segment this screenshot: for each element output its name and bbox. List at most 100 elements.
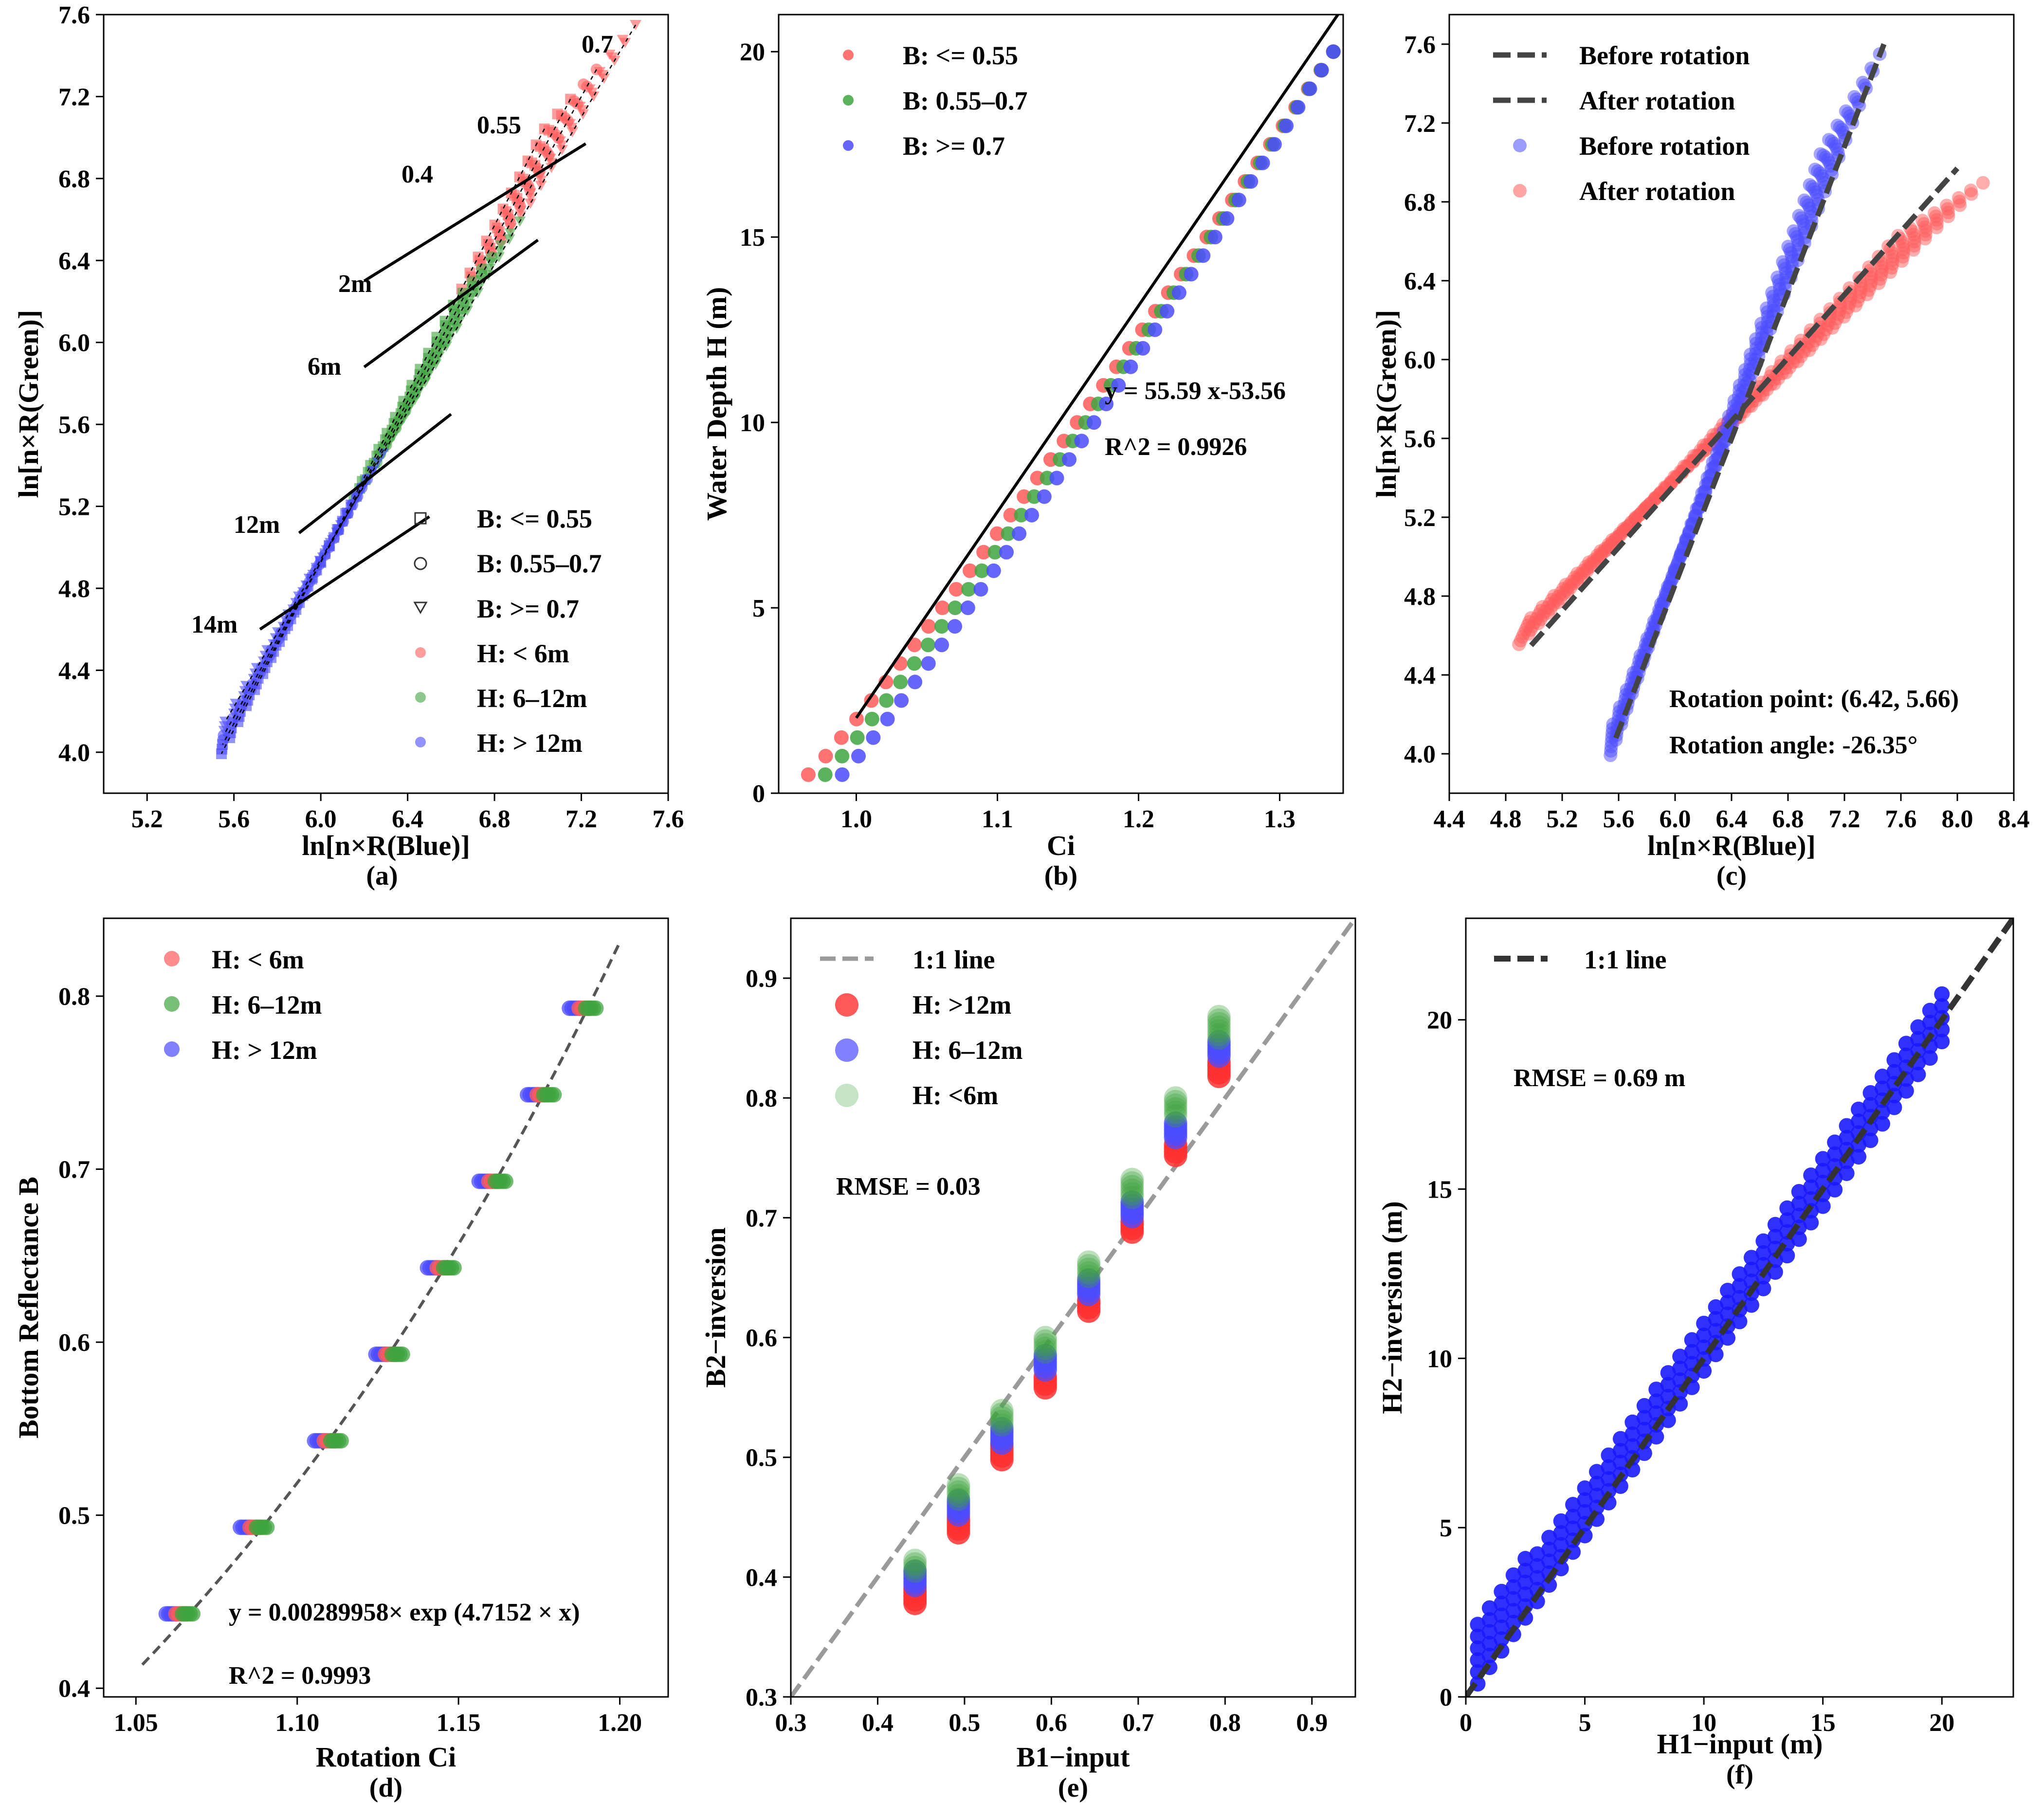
x-tick-label: 1.15 — [437, 1709, 481, 1737]
data-point — [239, 686, 251, 696]
data-point — [1470, 1652, 1486, 1668]
legend-label: After rotation — [1579, 86, 1735, 115]
data-point — [1624, 1438, 1641, 1454]
data-point-after — [1790, 354, 1805, 368]
data-point — [960, 601, 975, 616]
data-point — [1164, 1097, 1187, 1121]
data-point — [1529, 1558, 1545, 1574]
data-point — [1624, 1426, 1641, 1442]
panel-e-ticks: 0.3 0.4 0.5 0.6 0.7 0.8 0.9 0.3 0.4 0.5 0.6 0.7 0.8 0… — [746, 965, 1328, 1737]
y-tick-label: 7.2 — [1404, 110, 1436, 138]
panel-a: 5.2 5.6 6.0 6.4 6.8 7.2 7.6 4.0 4.4 4.8 5.2 5.6 6.0 6… — [13, 1, 684, 891]
panel-a-annotations: 0.7 0.55 0.4 2m 6m 12m 14m — [191, 31, 613, 638]
y-tick-label: 5.6 — [58, 411, 90, 439]
data-point — [1505, 1567, 1521, 1583]
data-point — [1184, 267, 1199, 282]
data-point — [1696, 1315, 1712, 1331]
data-point — [1862, 1085, 1879, 1101]
panel-a-frame — [103, 14, 669, 794]
y-tick-label: 15 — [1427, 1176, 1452, 1204]
data-point — [1815, 1198, 1831, 1214]
data-point — [1660, 1412, 1676, 1428]
data-point — [903, 1556, 927, 1580]
panel-f-ylabel: H2−inversion (m) — [1376, 1201, 1408, 1414]
x-tick-label: 0.7 — [1122, 1709, 1154, 1737]
annotation-6m: 6m — [308, 353, 341, 381]
panel-f-one-to-one-line — [1466, 918, 2013, 1697]
y-tick-label: 0.5 — [746, 1444, 777, 1472]
legend-marker-red — [835, 993, 858, 1017]
data-point — [1033, 1344, 1057, 1367]
panel-d-label: (d) — [369, 1773, 402, 1803]
data-point-after — [1848, 298, 1862, 312]
annotation-0-55: 0.55 — [477, 111, 521, 139]
data-point — [921, 637, 936, 653]
data-point — [1696, 1328, 1712, 1344]
data-point — [1001, 526, 1016, 541]
x-tick-label: 1.2 — [1123, 805, 1154, 833]
x-tick-label: 0.8 — [1209, 1709, 1241, 1737]
data-point — [973, 582, 988, 597]
data-point-before — [1613, 700, 1627, 714]
data-point — [1160, 304, 1175, 319]
data-point — [1541, 1542, 1557, 1558]
x-tick-label: 5 — [1579, 1709, 1591, 1737]
data-point — [987, 545, 1003, 560]
panel-c-lines — [1529, 43, 1960, 739]
y-tick-label: 4.8 — [1404, 583, 1436, 611]
data-point — [1779, 1212, 1795, 1228]
data-point — [1577, 1480, 1593, 1496]
annotation-14m: 14m — [191, 611, 237, 638]
data-point — [1601, 1447, 1617, 1463]
data-point — [1481, 1612, 1497, 1628]
y-tick-label: 4.0 — [1404, 741, 1436, 768]
data-point-after — [1593, 544, 1607, 558]
data-point — [1529, 1546, 1545, 1562]
data-point — [524, 199, 536, 209]
data-point — [1099, 397, 1114, 411]
panel-c-rotation-point: Rotation point: (6.42, 5.66) — [1669, 685, 1959, 713]
data-point — [1207, 1016, 1231, 1039]
data-point — [947, 1487, 970, 1511]
data-point — [1898, 1083, 1914, 1099]
data-point — [1314, 63, 1329, 78]
fit-line — [855, 15, 1340, 719]
data-point-after — [1802, 343, 1816, 357]
data-point — [1164, 1104, 1187, 1128]
x-tick-label: 6.8 — [479, 805, 511, 833]
data-point — [1922, 1002, 1938, 1019]
data-point — [1012, 526, 1027, 541]
annotation-12m: 12m — [234, 511, 280, 539]
data-point — [1743, 1297, 1759, 1313]
data-point — [1577, 1492, 1593, 1508]
data-point — [903, 1559, 927, 1583]
data-point — [1898, 1047, 1914, 1063]
data-point — [1196, 248, 1211, 263]
data-point — [1624, 1414, 1641, 1430]
data-point-after — [1883, 265, 1897, 279]
data-point-after — [1628, 510, 1642, 525]
data-point — [934, 637, 949, 653]
legend-label: H: <6m — [912, 1081, 998, 1110]
legend-marker-blue — [1513, 139, 1527, 152]
x-tick-label: 1.05 — [114, 1709, 158, 1737]
data-point — [801, 767, 816, 782]
data-point — [1207, 1004, 1231, 1028]
legend-marker-triangle — [413, 601, 428, 615]
data-point-after — [1941, 209, 1955, 223]
y-tick-label: 0.6 — [58, 1329, 90, 1357]
data-point — [1481, 1647, 1497, 1663]
data-point — [1120, 1167, 1144, 1191]
data-point — [903, 1552, 927, 1576]
data-point — [1648, 1382, 1664, 1398]
data-point — [1517, 1563, 1533, 1579]
x-tick-label: 6.0 — [305, 805, 337, 833]
data-point — [1755, 1233, 1771, 1249]
data-point — [1120, 1171, 1144, 1195]
data-point — [864, 711, 879, 727]
data-point — [1553, 1561, 1569, 1577]
x-tick-label: 0.6 — [1036, 1709, 1067, 1737]
data-point — [1148, 322, 1163, 337]
y-tick-label: 6.0 — [1404, 346, 1436, 374]
y-tick-label: 10 — [740, 409, 765, 437]
